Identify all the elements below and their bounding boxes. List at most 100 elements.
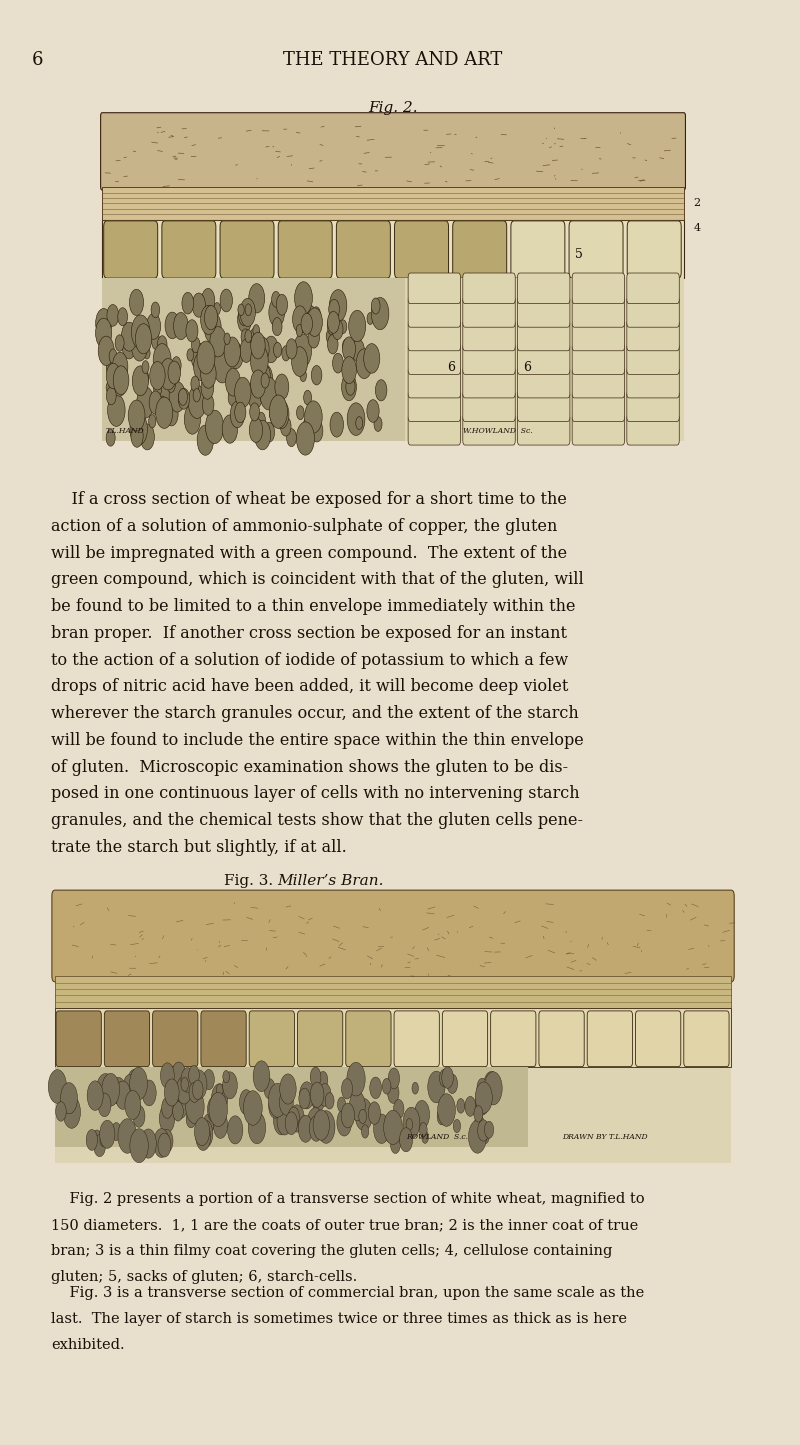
Circle shape	[214, 350, 230, 381]
FancyBboxPatch shape	[442, 1011, 488, 1066]
FancyBboxPatch shape	[518, 321, 570, 351]
Circle shape	[270, 403, 281, 425]
FancyBboxPatch shape	[518, 344, 570, 374]
Circle shape	[318, 1084, 331, 1107]
Text: ROWLAND  S.c.: ROWLAND S.c.	[406, 1133, 469, 1142]
Circle shape	[300, 370, 306, 381]
Circle shape	[201, 305, 217, 334]
Circle shape	[222, 415, 238, 444]
Circle shape	[133, 1105, 145, 1127]
Circle shape	[414, 1101, 430, 1129]
Circle shape	[202, 289, 215, 314]
Circle shape	[286, 429, 296, 447]
Circle shape	[368, 1101, 381, 1124]
Circle shape	[92, 1130, 102, 1147]
Circle shape	[332, 319, 343, 340]
Circle shape	[131, 315, 150, 350]
FancyBboxPatch shape	[408, 344, 461, 374]
Circle shape	[239, 1090, 253, 1114]
Circle shape	[191, 1069, 207, 1098]
Text: exhibited.: exhibited.	[51, 1338, 125, 1353]
Circle shape	[187, 348, 194, 361]
Circle shape	[399, 1127, 413, 1152]
Circle shape	[465, 1097, 476, 1117]
Circle shape	[146, 314, 161, 340]
Circle shape	[485, 1121, 494, 1139]
Circle shape	[178, 389, 187, 405]
Circle shape	[193, 389, 200, 402]
Circle shape	[312, 1088, 325, 1111]
Circle shape	[87, 1081, 103, 1110]
FancyBboxPatch shape	[490, 1011, 536, 1066]
FancyBboxPatch shape	[463, 321, 515, 351]
Circle shape	[261, 392, 267, 405]
Circle shape	[96, 1074, 115, 1108]
Circle shape	[310, 1066, 321, 1087]
Circle shape	[329, 299, 339, 319]
Circle shape	[172, 1062, 186, 1088]
FancyBboxPatch shape	[539, 1011, 584, 1066]
Circle shape	[358, 354, 366, 368]
FancyBboxPatch shape	[55, 1009, 731, 1066]
Circle shape	[406, 1118, 413, 1130]
Circle shape	[149, 392, 162, 415]
Circle shape	[247, 380, 263, 409]
Circle shape	[341, 1103, 354, 1129]
Circle shape	[111, 1078, 126, 1104]
Circle shape	[220, 289, 233, 312]
Text: drops of nitric acid have been added, it will become deep violet: drops of nitric acid have been added, it…	[51, 678, 569, 695]
Text: gluten; 5, sacks of gluten; 6, starch-cells.: gluten; 5, sacks of gluten; 6, starch-ce…	[51, 1270, 358, 1285]
FancyBboxPatch shape	[201, 1011, 246, 1066]
Circle shape	[198, 1120, 213, 1147]
Circle shape	[210, 1097, 221, 1116]
Circle shape	[205, 305, 218, 329]
Circle shape	[140, 423, 154, 449]
FancyBboxPatch shape	[627, 221, 682, 277]
Text: posed in one continuous layer of cells with no intervening starch: posed in one continuous layer of cells w…	[51, 785, 580, 802]
Circle shape	[165, 312, 179, 338]
Text: THE THEORY AND ART: THE THEORY AND ART	[283, 51, 502, 68]
Circle shape	[442, 1066, 454, 1088]
Circle shape	[214, 302, 221, 315]
Circle shape	[194, 353, 210, 381]
Circle shape	[131, 425, 143, 448]
Circle shape	[257, 412, 266, 428]
Circle shape	[194, 1117, 210, 1146]
Circle shape	[161, 1064, 174, 1088]
Circle shape	[63, 1097, 81, 1129]
Circle shape	[269, 298, 285, 327]
Circle shape	[293, 306, 307, 332]
Circle shape	[48, 1069, 66, 1104]
FancyBboxPatch shape	[55, 896, 731, 1163]
Circle shape	[106, 357, 118, 379]
Circle shape	[184, 405, 201, 433]
Circle shape	[166, 376, 175, 393]
FancyBboxPatch shape	[463, 415, 515, 445]
Text: bran proper.  If another cross section be exposed for an instant: bran proper. If another cross section be…	[51, 624, 567, 642]
Circle shape	[245, 329, 252, 342]
Circle shape	[130, 289, 144, 315]
Circle shape	[310, 1082, 324, 1107]
Circle shape	[182, 292, 194, 314]
Circle shape	[201, 376, 214, 399]
Circle shape	[428, 1071, 445, 1103]
Text: 6: 6	[447, 361, 455, 374]
FancyBboxPatch shape	[249, 1011, 294, 1066]
Text: granules, and the chemical tests show that the gluten cells pene-: granules, and the chemical tests show th…	[51, 812, 583, 829]
Circle shape	[137, 387, 154, 418]
FancyBboxPatch shape	[394, 1011, 439, 1066]
Circle shape	[165, 1069, 178, 1092]
FancyBboxPatch shape	[336, 221, 390, 277]
Circle shape	[250, 403, 259, 420]
Circle shape	[167, 1092, 178, 1113]
Circle shape	[228, 389, 238, 406]
FancyBboxPatch shape	[627, 344, 679, 374]
Circle shape	[419, 1123, 427, 1137]
FancyBboxPatch shape	[518, 296, 570, 327]
Circle shape	[203, 1114, 214, 1134]
Circle shape	[140, 370, 149, 386]
Circle shape	[112, 353, 128, 381]
Circle shape	[288, 1107, 299, 1127]
Circle shape	[264, 1078, 275, 1098]
Circle shape	[203, 374, 212, 390]
